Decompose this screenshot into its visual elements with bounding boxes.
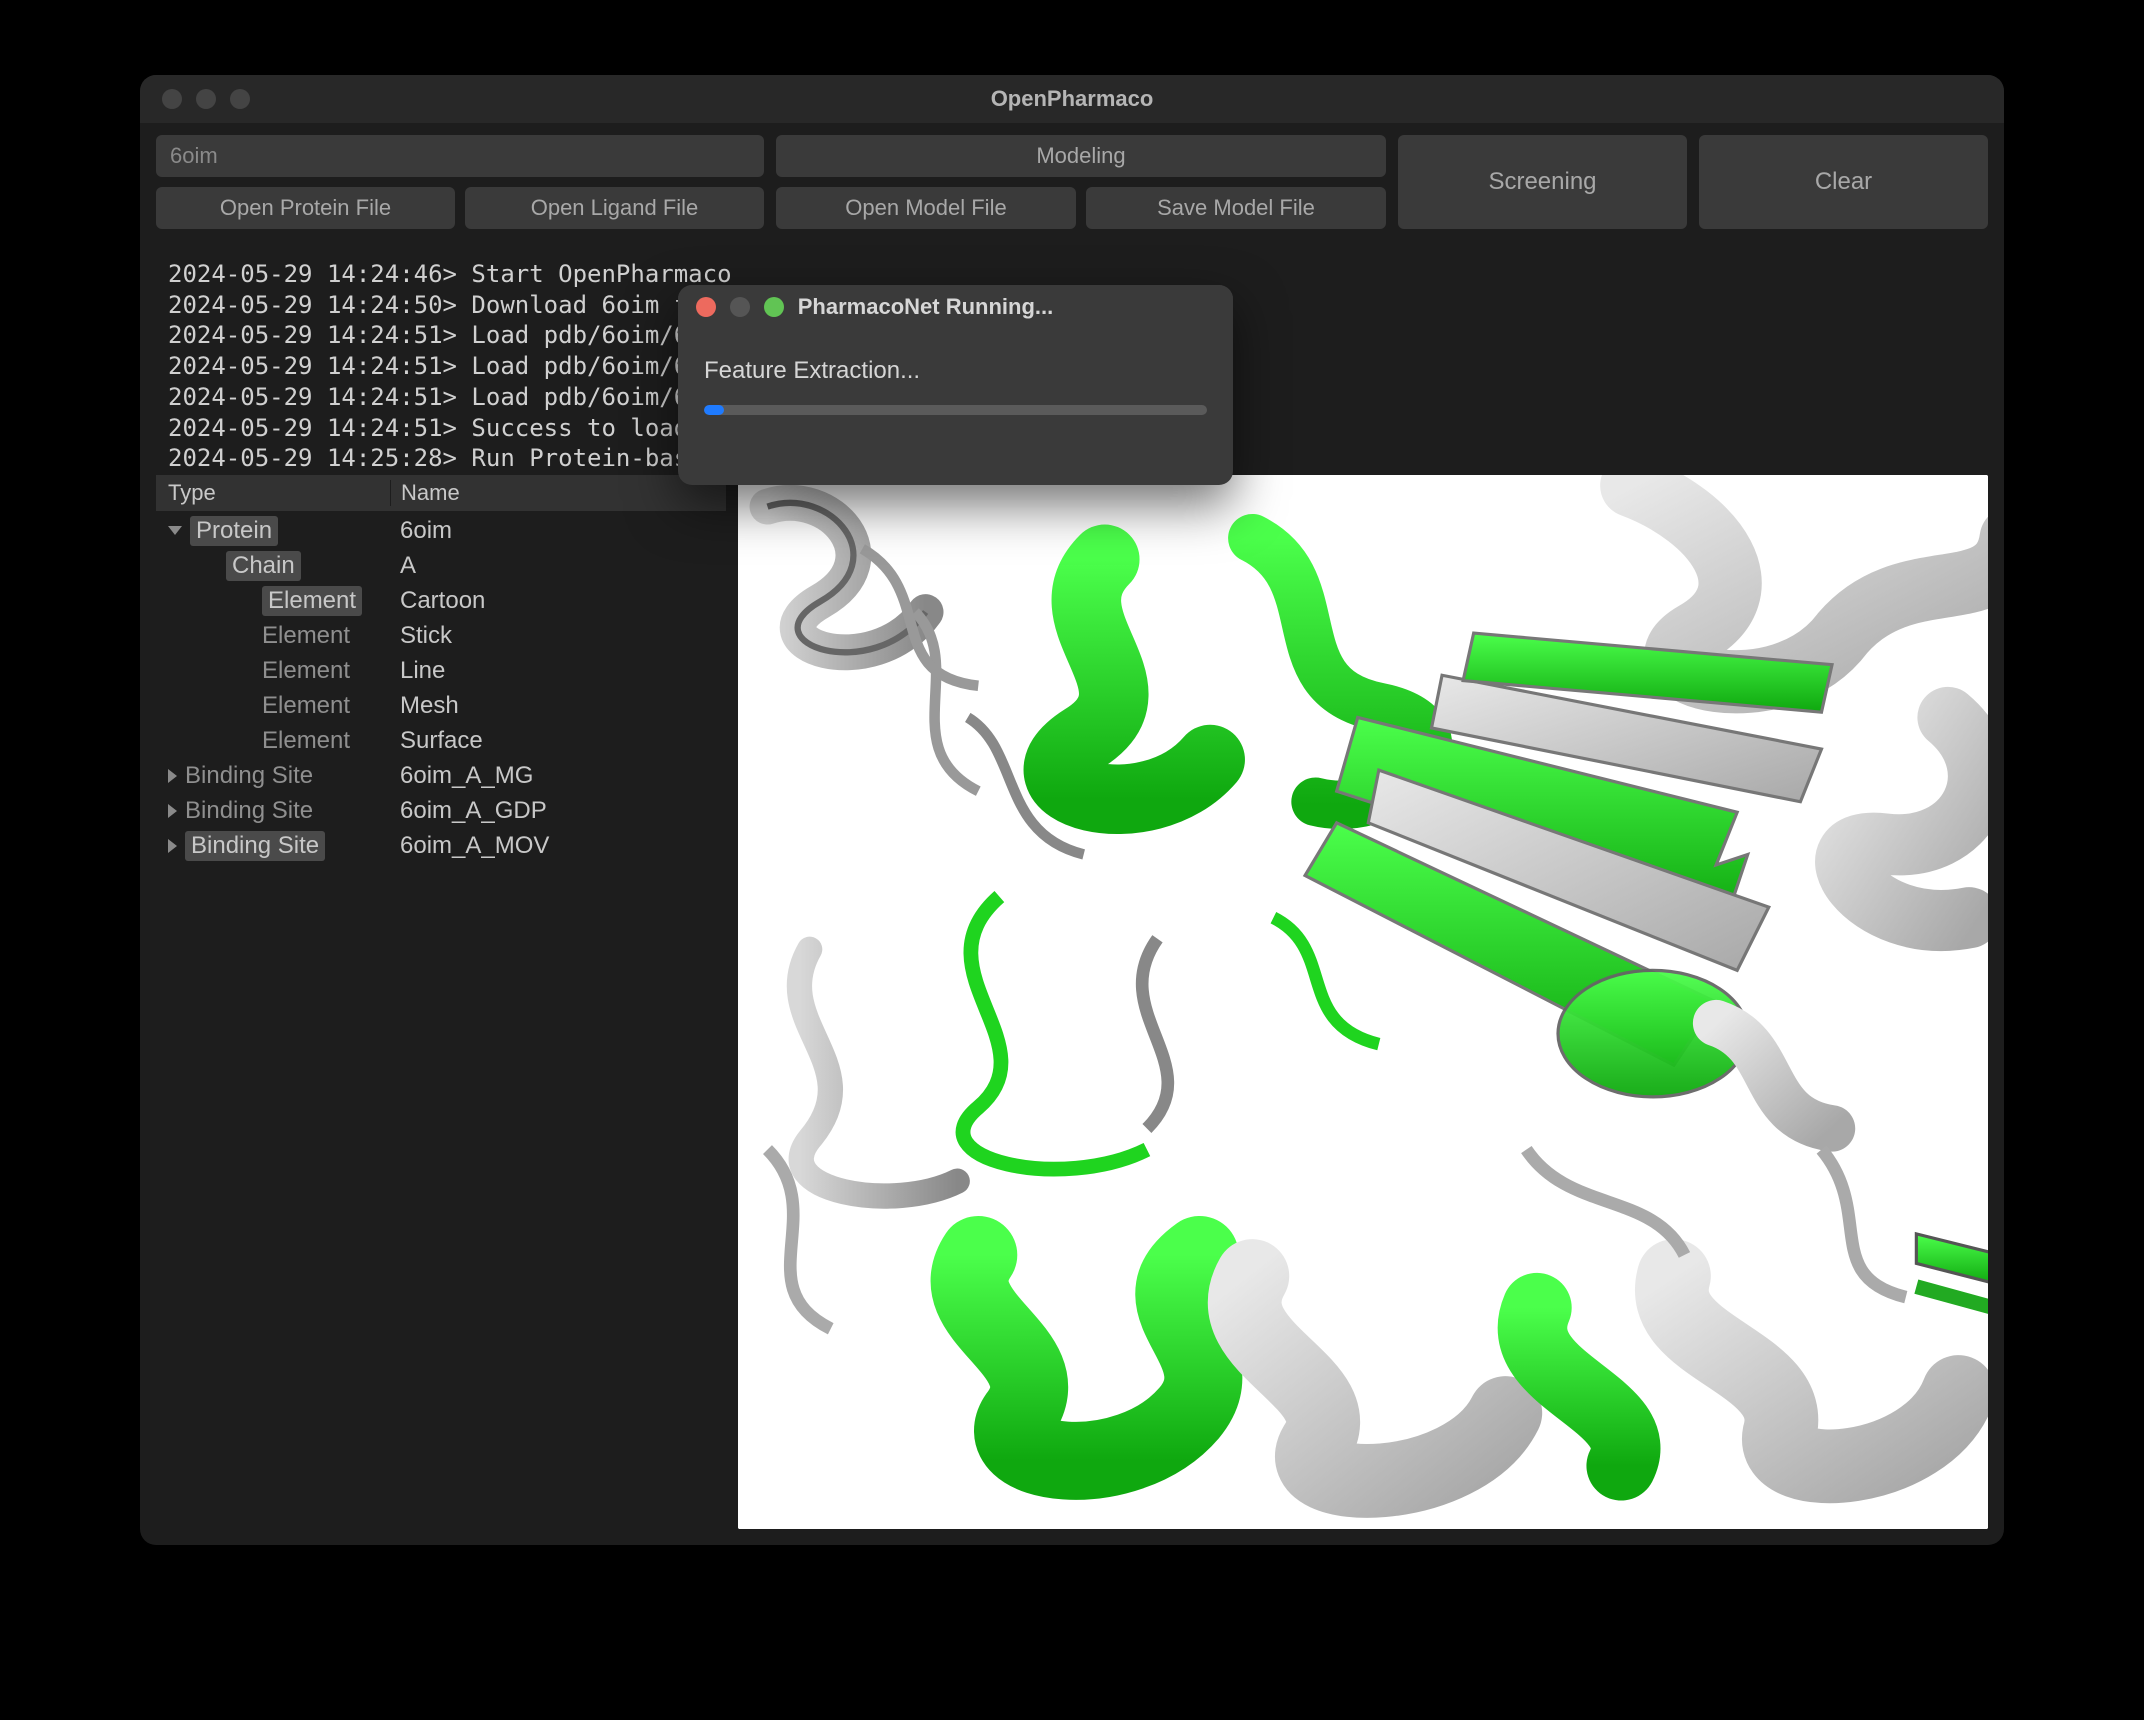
disclosure-triangle-icon[interactable] — [168, 526, 182, 535]
dialog-body: Feature Extraction... — [678, 329, 1233, 415]
tree-type-label: Binding Site — [185, 797, 313, 825]
window-minimize-icon[interactable] — [196, 89, 216, 109]
main-titlebar[interactable]: OpenPharmaco — [140, 75, 2004, 123]
toolbar: 6oim Open Protein File Open Ligand File … — [140, 123, 2004, 247]
tree-row[interactable]: Binding Site 6oim_A_GDP — [156, 793, 726, 828]
traffic-lights — [162, 89, 250, 109]
tree-body: Protein 6oim Chain A Element Cartoon Element St… — [156, 511, 726, 863]
modeling-button[interactable]: Modeling — [776, 135, 1386, 177]
tree-row[interactable]: Element Cartoon — [156, 583, 726, 618]
pdb-id-input[interactable]: 6oim — [156, 135, 764, 177]
tree-header: Type Name — [156, 475, 726, 511]
tree-name-label: A — [390, 552, 726, 580]
tree-name-label: 6oim_A_MOV — [390, 832, 726, 860]
structure-tree-panel: Type Name Protein 6oim Chain A Element Cartoo… — [156, 475, 726, 1529]
tree-type-label: Protein — [190, 516, 278, 546]
tree-name-label: Stick — [390, 622, 726, 650]
tree-type-label: Element — [262, 657, 350, 685]
tree-header-name[interactable]: Name — [390, 480, 726, 506]
clear-button[interactable]: Clear — [1699, 135, 1988, 229]
content-area: Type Name Protein 6oim Chain A Element Cartoo… — [140, 475, 2004, 1545]
progress-bar — [704, 405, 1207, 415]
tree-name-label: 6oim — [390, 517, 726, 545]
tree-row[interactable]: Element Surface — [156, 723, 726, 758]
tree-type-label: Element — [262, 622, 350, 650]
progress-bar-fill — [704, 405, 724, 415]
window-close-icon[interactable] — [162, 89, 182, 109]
window-maximize-icon[interactable] — [230, 89, 250, 109]
dialog-traffic-lights — [696, 297, 784, 317]
dialog-maximize-icon[interactable] — [764, 297, 784, 317]
tree-row[interactable]: Element Line — [156, 653, 726, 688]
tree-name-label: Cartoon — [390, 587, 726, 615]
dialog-minimize-icon[interactable] — [730, 297, 750, 317]
open-ligand-button[interactable]: Open Ligand File — [465, 187, 764, 229]
tree-type-label: Element — [262, 586, 362, 616]
dialog-titlebar[interactable]: PharmacoNet Running... — [678, 285, 1233, 329]
tree-type-label: Binding Site — [185, 762, 313, 790]
toolbar-mid-group: Modeling Open Model File Save Model File — [776, 135, 1386, 229]
protein-viewer[interactable] — [738, 475, 1988, 1529]
disclosure-triangle-icon[interactable] — [168, 804, 177, 818]
tree-name-label: 6oim_A_GDP — [390, 797, 726, 825]
tree-row[interactable]: Binding Site 6oim_A_MOV — [156, 828, 726, 863]
disclosure-triangle-icon[interactable] — [168, 769, 177, 783]
tree-row[interactable]: Protein 6oim — [156, 513, 726, 548]
tree-name-label: Surface — [390, 727, 726, 755]
dialog-close-icon[interactable] — [696, 297, 716, 317]
tree-row[interactable]: Element Mesh — [156, 688, 726, 723]
tree-type-label: Binding Site — [185, 831, 325, 861]
toolbar-clear-group: Clear — [1699, 135, 1988, 229]
open-model-button[interactable]: Open Model File — [776, 187, 1076, 229]
tree-name-label: Line — [390, 657, 726, 685]
disclosure-triangle-icon[interactable] — [168, 839, 177, 853]
tree-name-label: 6oim_A_MG — [390, 762, 726, 790]
protein-cartoon-render — [738, 475, 1988, 1529]
tree-row[interactable]: Element Stick — [156, 618, 726, 653]
save-model-button[interactable]: Save Model File — [1086, 187, 1386, 229]
toolbar-left-group: 6oim Open Protein File Open Ligand File — [156, 135, 764, 229]
progress-dialog: PharmacoNet Running... Feature Extractio… — [678, 285, 1233, 485]
window-title: OpenPharmaco — [140, 86, 2004, 112]
tree-name-label: Mesh — [390, 692, 726, 720]
screening-button[interactable]: Screening — [1398, 135, 1687, 229]
toolbar-screening-group: Screening — [1398, 135, 1687, 229]
tree-type-label: Element — [262, 692, 350, 720]
open-protein-button[interactable]: Open Protein File — [156, 187, 455, 229]
tree-row[interactable]: Binding Site 6oim_A_MG — [156, 758, 726, 793]
tree-header-type[interactable]: Type — [156, 480, 390, 506]
tree-row[interactable]: Chain A — [156, 548, 726, 583]
dialog-status-text: Feature Extraction... — [704, 357, 1207, 385]
tree-type-label: Element — [262, 727, 350, 755]
tree-type-label: Chain — [226, 551, 301, 581]
